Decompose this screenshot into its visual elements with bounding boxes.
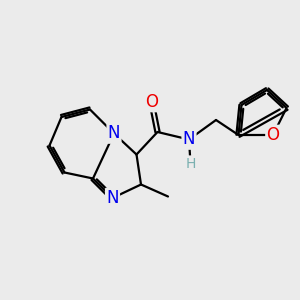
- Text: N: N: [106, 189, 119, 207]
- Text: N: N: [183, 130, 195, 148]
- Text: N: N: [108, 124, 120, 142]
- Text: H: H: [185, 157, 196, 170]
- Text: O: O: [266, 126, 280, 144]
- Text: O: O: [145, 93, 158, 111]
